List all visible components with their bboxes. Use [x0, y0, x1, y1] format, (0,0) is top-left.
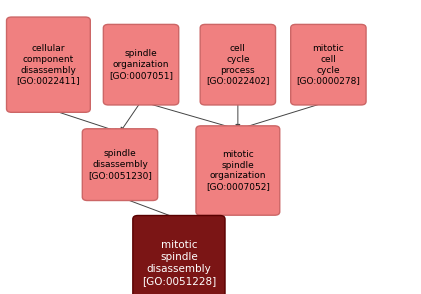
Text: cellular
component
disassembly
[GO:0022411]: cellular component disassembly [GO:00224…: [16, 44, 80, 85]
Text: spindle
disassembly
[GO:0051230]: spindle disassembly [GO:0051230]: [88, 149, 152, 180]
FancyBboxPatch shape: [200, 24, 275, 105]
Text: cell
cycle
process
[GO:0022402]: cell cycle process [GO:0022402]: [206, 44, 269, 85]
FancyBboxPatch shape: [104, 24, 179, 105]
FancyBboxPatch shape: [133, 216, 225, 294]
FancyBboxPatch shape: [290, 24, 366, 105]
FancyBboxPatch shape: [82, 129, 157, 201]
Text: spindle
organization
[GO:0007051]: spindle organization [GO:0007051]: [109, 49, 173, 80]
Text: mitotic
spindle
organization
[GO:0007052]: mitotic spindle organization [GO:0007052…: [206, 150, 270, 191]
FancyBboxPatch shape: [196, 126, 280, 215]
Text: mitotic
spindle
disassembly
[GO:0051228]: mitotic spindle disassembly [GO:0051228]: [142, 240, 216, 286]
Text: mitotic
cell
cycle
[GO:0000278]: mitotic cell cycle [GO:0000278]: [296, 44, 360, 85]
FancyBboxPatch shape: [7, 17, 91, 112]
